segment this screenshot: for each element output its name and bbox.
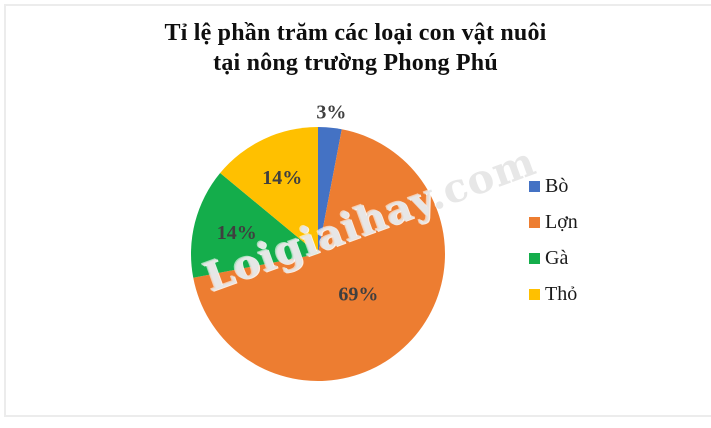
legend-swatch [529, 288, 540, 300]
chart-title-line2: tại nông trường Phong Phú [213, 50, 498, 76]
legend-item: Thỏ [529, 282, 578, 306]
chart-title-line1: Tỉ lệ phần trăm các loại con vật nuôi [164, 20, 547, 46]
chart-border [4, 4, 711, 417]
legend-swatch [529, 216, 540, 228]
legend-swatch [529, 252, 540, 264]
legend-item: Bò [529, 174, 578, 198]
legend-swatch [529, 180, 540, 192]
pie-slice-2 [193, 129, 445, 381]
pie-slice-4 [220, 127, 318, 254]
pie-data-label: 69% [338, 283, 378, 305]
legend-label: Thỏ [545, 283, 578, 305]
legend-item: Gà [529, 246, 578, 270]
legend: Bò Lợn Gà Thỏ [529, 174, 578, 318]
pie-slice-3 [190, 173, 318, 278]
pie-slice-1 [318, 127, 342, 254]
pie-data-label: 14% [217, 222, 257, 244]
legend-label: Gà [545, 247, 569, 269]
pie-chart: 3% 69% 14% 14% [190, 101, 445, 381]
pie-data-label: 3% [316, 101, 346, 123]
chart-title: Tỉ lệ phần trăm các loại con vật nuôi tạ… [0, 18, 711, 78]
legend-item: Lợn [529, 210, 578, 234]
pie-data-label: 14% [262, 167, 302, 189]
legend-label: Bò [545, 175, 569, 197]
legend-label: Lợn [545, 211, 578, 233]
